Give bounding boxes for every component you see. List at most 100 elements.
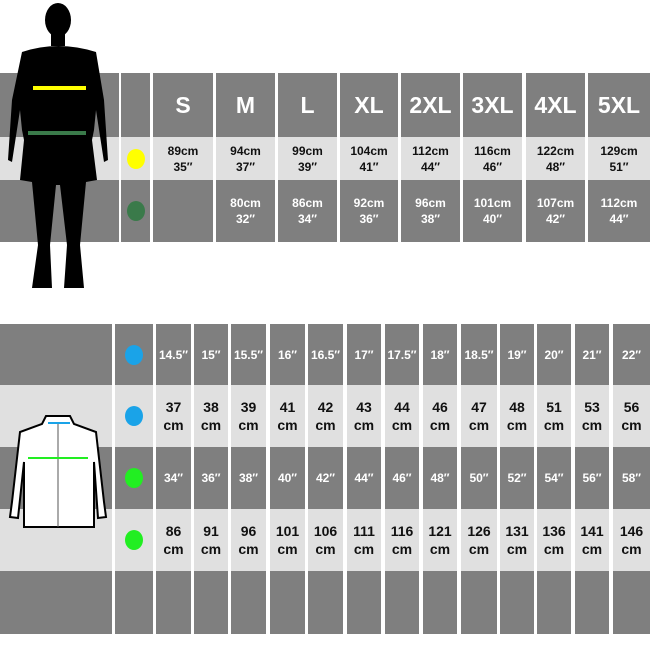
waist-marker-icon: [126, 201, 145, 221]
size-value: 46″: [392, 471, 412, 485]
table-cell: [308, 571, 343, 634]
unit-label: cm: [506, 541, 528, 557]
table-cell: [115, 571, 153, 634]
size-label: 3XL: [471, 91, 514, 118]
table-cell: 37 cm: [156, 385, 191, 447]
table-cell: 44 cm: [385, 385, 419, 447]
table-cell: [0, 180, 119, 242]
cm-value: 99cm: [292, 143, 323, 158]
table-cell: 22″: [613, 324, 650, 385]
unit-label: cm: [277, 417, 298, 433]
unit-label: cm: [621, 417, 642, 433]
table-cell: [461, 571, 497, 634]
unit-label: cm: [391, 417, 413, 433]
unit-label: cm: [621, 541, 642, 557]
table-cell: 53 cm: [575, 385, 609, 447]
table-cell: [121, 137, 150, 180]
size-value: 86: [165, 523, 182, 539]
inch-value: 34″: [297, 212, 318, 226]
size-value: 47: [471, 399, 487, 415]
size-value: 19″: [507, 347, 527, 362]
table-cell: [0, 571, 112, 634]
cm-value: 107cm: [536, 196, 575, 210]
cm-value: 112cm: [600, 196, 638, 210]
size-value: 136: [542, 523, 566, 539]
collar-line: [48, 422, 70, 424]
table-cell: 43 cm: [347, 385, 381, 447]
table-cell: [115, 385, 153, 447]
size-value: 51: [546, 399, 562, 415]
table-cell: 50″: [461, 447, 497, 509]
table-cell: 15.5″: [231, 324, 266, 385]
table-cell: 38 cm: [194, 385, 228, 447]
size-value: 116: [390, 523, 414, 539]
chest-line: [28, 457, 88, 459]
table-cell: [121, 180, 150, 242]
unit-label: cm: [315, 541, 336, 557]
table-cell: 38″: [231, 447, 266, 509]
table-cell: 146 cm: [613, 509, 650, 571]
size-header: [121, 73, 150, 137]
table-cell: 126 cm: [461, 509, 497, 571]
table-cell: 111 cm: [347, 509, 381, 571]
size-value: 106: [313, 523, 338, 539]
unit-label: cm: [543, 541, 565, 557]
size-value: 91: [203, 523, 219, 539]
cm-value: 101cm: [473, 196, 512, 210]
size-header: XL: [340, 73, 398, 137]
table-cell: 40″: [270, 447, 305, 509]
size-value: 52″: [507, 471, 527, 485]
size-header: M: [216, 73, 275, 137]
unit-label: cm: [543, 417, 565, 433]
table-cell: 80cm 32″: [216, 180, 275, 242]
table-cell: 131 cm: [500, 509, 534, 571]
inch-value: 41″: [359, 159, 379, 174]
inch-value: 51″: [609, 159, 629, 174]
unit-label: cm: [468, 417, 490, 433]
table-cell: 16″: [270, 324, 305, 385]
table-cell: 18″: [423, 324, 457, 385]
cm-value: 116cm: [474, 143, 511, 158]
table-cell: 47 cm: [461, 385, 497, 447]
table-cell: 42″: [308, 447, 343, 509]
cm-value: 86cm: [292, 196, 323, 210]
size-value: 44″: [354, 471, 374, 485]
chest-marker-icon: [125, 530, 143, 550]
chest-line: [33, 86, 86, 90]
size-label: XL: [354, 91, 384, 118]
table-cell: [423, 571, 457, 634]
collar-marker-icon: [125, 344, 143, 365]
cm-value: 112cm: [412, 143, 449, 158]
table-cell: 116 cm: [385, 509, 419, 571]
table-cell: 19″: [500, 324, 534, 385]
size-label: 5XL: [597, 91, 641, 118]
table-cell: 141 cm: [575, 509, 609, 571]
cm-value: 104cm: [350, 143, 388, 158]
inch-value: 39″: [297, 159, 318, 174]
size-value: 111: [353, 523, 375, 539]
table-cell: 51 cm: [537, 385, 571, 447]
size-value: 38: [203, 399, 219, 415]
unit-label: cm: [277, 541, 298, 557]
table-cell: 96cm 38″: [401, 180, 460, 242]
size-value: 40″: [277, 471, 298, 485]
table-cell: 46 cm: [423, 385, 457, 447]
size-value: 46: [432, 399, 448, 415]
size-value: 42″: [315, 471, 336, 485]
table-cell: 121 cm: [423, 509, 457, 571]
size-value: 48″: [430, 471, 450, 485]
table-cell: [115, 324, 153, 385]
size-value: 18.5″: [464, 347, 494, 362]
inch-value: 32″: [235, 212, 256, 226]
table-cell: 89cm 35″: [153, 137, 213, 180]
size-value: 56: [623, 399, 640, 415]
table-cell: 101cm 40″: [463, 180, 522, 242]
unit-label: cm: [581, 541, 603, 557]
size-value: 53: [584, 399, 600, 415]
size-value: 101: [275, 523, 300, 539]
table-cell: 17.5″: [385, 324, 419, 385]
size-value: 41: [279, 399, 296, 415]
inch-value: 36″: [359, 212, 379, 226]
table-cell: 46″: [385, 447, 419, 509]
